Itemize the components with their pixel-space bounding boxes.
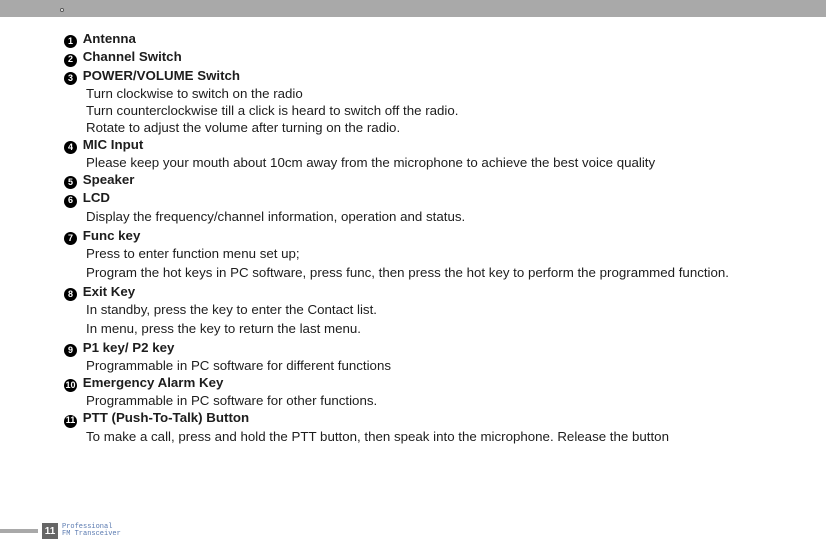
item-7: 7 Func keyPress to enter function menu s…: [64, 227, 814, 283]
item-desc-line: Display the frequency/channel informatio…: [64, 208, 814, 225]
footer-bar: [0, 529, 38, 533]
item-title: POWER/VOLUME Switch: [83, 68, 240, 83]
item-number-badge: 8: [64, 288, 77, 301]
item-number-badge: 5: [64, 176, 77, 189]
item-8: 8 Exit KeyIn standby, press the key to e…: [64, 283, 814, 339]
page-number: 11: [42, 523, 58, 539]
item-2: 2 Channel Switch: [64, 48, 814, 66]
item-title: Func key: [83, 228, 141, 243]
item-desc-line: In standby, press the key to enter the C…: [64, 301, 814, 320]
item-desc-line: Program the hot keys in PC software, pre…: [64, 264, 814, 283]
item-title: Channel Switch: [83, 49, 182, 64]
item-heading: 10 Emergency Alarm Key: [64, 374, 814, 392]
item-title: PTT (Push-To-Talk) Button: [83, 410, 249, 425]
item-number-badge: 4: [64, 141, 77, 154]
item-heading: 11 PTT (Push-To-Talk) Button: [64, 409, 814, 427]
item-6: 6 LCDDisplay the frequency/channel infor…: [64, 189, 814, 224]
item-heading: 4 MIC Input: [64, 136, 814, 154]
item-title: Speaker: [83, 172, 135, 187]
item-desc-line: Programmable in PC software for differen…: [64, 357, 814, 374]
item-desc-line: Turn counterclockwise till a click is he…: [64, 102, 814, 119]
topbar-hole-icon: [60, 8, 64, 12]
item-heading: 6 LCD: [64, 189, 814, 207]
item-number-badge: 10: [64, 379, 77, 392]
item-10: 10 Emergency Alarm KeyProgrammable in PC…: [64, 374, 814, 409]
item-desc-line: Programmable in PC software for other fu…: [64, 392, 814, 409]
item-title: MIC Input: [83, 137, 144, 152]
item-9: 9 P1 key/ P2 keyProgrammable in PC softw…: [64, 339, 814, 374]
footer-line2: FM Transceiver: [62, 531, 121, 538]
item-desc-line: To make a call, press and hold the PTT b…: [64, 428, 814, 445]
item-number-badge: 11: [64, 415, 77, 428]
item-title: Antenna: [83, 31, 136, 46]
item-number-badge: 9: [64, 344, 77, 357]
item-heading: 2 Channel Switch: [64, 48, 814, 66]
item-heading: 7 Func key: [64, 227, 814, 245]
item-desc-line: Rotate to adjust the volume after turnin…: [64, 119, 814, 136]
topbar: [0, 0, 826, 17]
content-area: 1 Antenna2 Channel Switch3 POWER/VOLUME …: [64, 30, 814, 445]
item-title: Exit Key: [83, 284, 135, 299]
item-number-badge: 7: [64, 232, 77, 245]
item-desc-line: Turn clockwise to switch on the radio: [64, 85, 814, 102]
item-number-badge: 1: [64, 35, 77, 48]
item-desc-line: Please keep your mouth about 10cm away f…: [64, 154, 814, 171]
item-desc-line: Press to enter function menu set up;: [64, 245, 814, 264]
item-heading: 3 POWER/VOLUME Switch: [64, 67, 814, 85]
item-heading: 8 Exit Key: [64, 283, 814, 301]
item-heading: 9 P1 key/ P2 key: [64, 339, 814, 357]
item-11: 11 PTT (Push-To-Talk) ButtonTo make a ca…: [64, 409, 814, 444]
item-number-badge: 6: [64, 195, 77, 208]
item-4: 4 MIC InputPlease keep your mouth about …: [64, 136, 814, 171]
item-number-badge: 2: [64, 54, 77, 67]
footer-text: Professional FM Transceiver: [62, 524, 121, 539]
item-desc-line: In menu, press the key to return the las…: [64, 320, 814, 339]
item-title: P1 key/ P2 key: [83, 340, 175, 355]
item-5: 5 Speaker: [64, 171, 814, 189]
item-title: Emergency Alarm Key: [83, 375, 224, 390]
footer: 11 Professional FM Transceiver: [0, 523, 121, 539]
item-1: 1 Antenna: [64, 30, 814, 48]
item-number-badge: 3: [64, 72, 77, 85]
item-3: 3 POWER/VOLUME SwitchTurn clockwise to s…: [64, 67, 814, 136]
item-heading: 1 Antenna: [64, 30, 814, 48]
item-title: LCD: [83, 190, 110, 205]
item-heading: 5 Speaker: [64, 171, 814, 189]
